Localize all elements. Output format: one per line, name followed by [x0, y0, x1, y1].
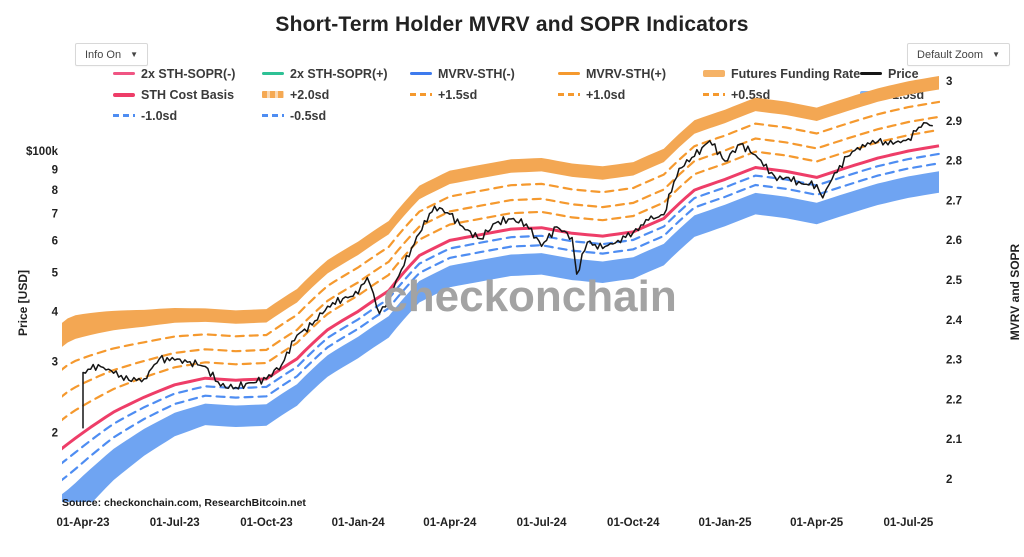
legend-swatch-icon [113, 72, 135, 75]
zoom-preset-dropdown[interactable]: Default Zoom ▼ [907, 43, 1010, 66]
x-axis-tick: 01-Apr-25 [790, 517, 844, 529]
y-axis-tick-left: 2 [52, 428, 58, 440]
x-axis-tick: 01-Jan-25 [698, 517, 752, 529]
legend-swatch-icon [703, 70, 725, 77]
chevron-down-icon: ▼ [130, 50, 138, 59]
legend-label: +1.5sd [438, 87, 478, 102]
legend-label: MVRV-STH(-) [438, 66, 515, 81]
legend-item-mvrv-sth-+-[interactable]: MVRV-STH(+) [558, 63, 703, 84]
info-toggle-dropdown[interactable]: Info On ▼ [75, 43, 148, 66]
legend-item-+1-0sd[interactable]: +1.0sd [558, 84, 703, 105]
y-axis-tick-left: 5 [52, 267, 59, 279]
y-axis-tick-right: 2.7 [946, 195, 962, 207]
y-axis-tick-right: 2.1 [946, 434, 963, 446]
legend-label: 2x STH-SOPR(-) [141, 66, 236, 81]
legend-swatch-icon [113, 114, 135, 117]
legend-item-2x-sth-sopr-+-[interactable]: 2x STH-SOPR(+) [262, 63, 410, 84]
legend-item-+1-5sd[interactable]: +1.5sd [410, 84, 558, 105]
legend-item--1-0sd[interactable]: -1.0sd [113, 105, 262, 126]
y-axis-tick-left: 7 [52, 208, 58, 220]
legend-swatch-icon [410, 72, 432, 75]
legend-label: -0.5sd [290, 108, 327, 123]
sd-line--1.0sd [62, 162, 940, 482]
y-axis-tick-right: 2.3 [946, 355, 962, 367]
sd-line-+0.5sd [62, 128, 940, 422]
y-axis-tick-right: 2.9 [946, 116, 962, 128]
y-axis-tick-left: 3 [52, 357, 58, 369]
legend-label: +1.0sd [586, 87, 626, 102]
band-+2.0sd [62, 76, 939, 347]
legend-swatch-icon [262, 72, 284, 75]
y-axis-title-left: Price [USD] [16, 269, 30, 337]
y-axis-tick-left: 8 [52, 185, 59, 197]
legend-item-+0-5sd[interactable]: +0.5sd [703, 84, 860, 105]
y-axis-tick-right: 2.2 [946, 394, 962, 406]
legend-item-sth-cost-basis[interactable]: STH Cost Basis [113, 84, 262, 105]
legend-item-price[interactable]: Price [860, 63, 940, 84]
price-line [82, 122, 933, 429]
y-axis-tick-left: 4 [52, 306, 59, 318]
legend-swatch-icon [860, 72, 882, 75]
x-axis-tick: 01-Apr-24 [423, 517, 477, 529]
legend-label: Price [888, 66, 919, 81]
legend-swatch-icon [113, 92, 135, 97]
x-axis-tick: 01-Jul-25 [883, 517, 933, 529]
sd-line--0.5sd [62, 152, 940, 465]
chevron-down-icon: ▼ [992, 50, 1000, 59]
info-toggle-label: Info On [85, 48, 122, 61]
legend-item-2x-sth-sopr---[interactable]: 2x STH-SOPR(-) [113, 63, 262, 84]
sd-line-+1.0sd [62, 115, 940, 398]
zoom-preset-label: Default Zoom [917, 48, 984, 61]
y-axis-tick-left: 6 [52, 235, 58, 247]
y-axis-title-right: MVRV and SOPR [1008, 243, 1022, 341]
legend-label: Futures Funding Rate [731, 66, 861, 81]
legend-swatch-icon [262, 91, 284, 98]
legend-swatch-icon [558, 72, 580, 75]
legend-item-+2-0sd[interactable]: +2.0sd [262, 84, 410, 105]
legend-label: STH Cost Basis [141, 87, 235, 102]
y-axis-tick-right: 2.8 [946, 156, 963, 168]
y-axis-tick-right: 3 [946, 76, 952, 88]
x-axis-tick: 01-Jul-23 [150, 517, 200, 529]
legend-swatch-icon [558, 93, 580, 96]
chart-legend: 2x STH-SOPR(-) 2x STH-SOPR(+) MVRV-STH(-) M… [113, 63, 940, 126]
x-axis-tick: 01-Oct-24 [607, 517, 660, 529]
source-attribution: Source: checkonchain.com, ResearchBitcoi… [62, 497, 306, 509]
legend-item--0-5sd[interactable]: -0.5sd [262, 105, 410, 126]
legend-item-mvrv-sth---[interactable]: MVRV-STH(-) [410, 63, 558, 84]
x-axis-tick: 01-Apr-23 [56, 517, 109, 529]
legend-label: MVRV-STH(+) [586, 66, 666, 81]
y-axis-tick-right: 2.4 [946, 315, 963, 327]
x-axis-tick: 01-Jul-24 [517, 517, 567, 529]
band--1.5sd [62, 171, 939, 502]
legend-swatch-icon [262, 114, 284, 117]
legend-label: +0.5sd [731, 87, 771, 102]
y-axis-tick-right: 2.6 [946, 235, 962, 247]
y-axis-tick-left: $100k [26, 146, 59, 158]
x-axis-tick: 01-Oct-23 [240, 517, 292, 529]
legend-label: -1.0sd [141, 108, 178, 123]
sd-line-+1.5sd [62, 100, 940, 371]
legend-label: 2x STH-SOPR(+) [290, 66, 388, 81]
y-axis-tick-right: 2.5 [946, 275, 963, 287]
legend-swatch-icon [703, 93, 725, 96]
legend-label: +2.0sd [290, 87, 330, 102]
legend-item-futures-funding-rate[interactable]: Futures Funding Rate [703, 63, 860, 84]
legend-swatch-icon [410, 93, 432, 96]
sth-cost-basis-line [62, 144, 940, 451]
page-title: Short-Term Holder MVRV and SOPR Indicato… [275, 13, 749, 36]
x-axis-tick: 01-Jan-24 [332, 517, 386, 529]
y-axis-tick-right: 2 [946, 474, 952, 486]
y-axis-tick-left: 9 [52, 164, 58, 176]
